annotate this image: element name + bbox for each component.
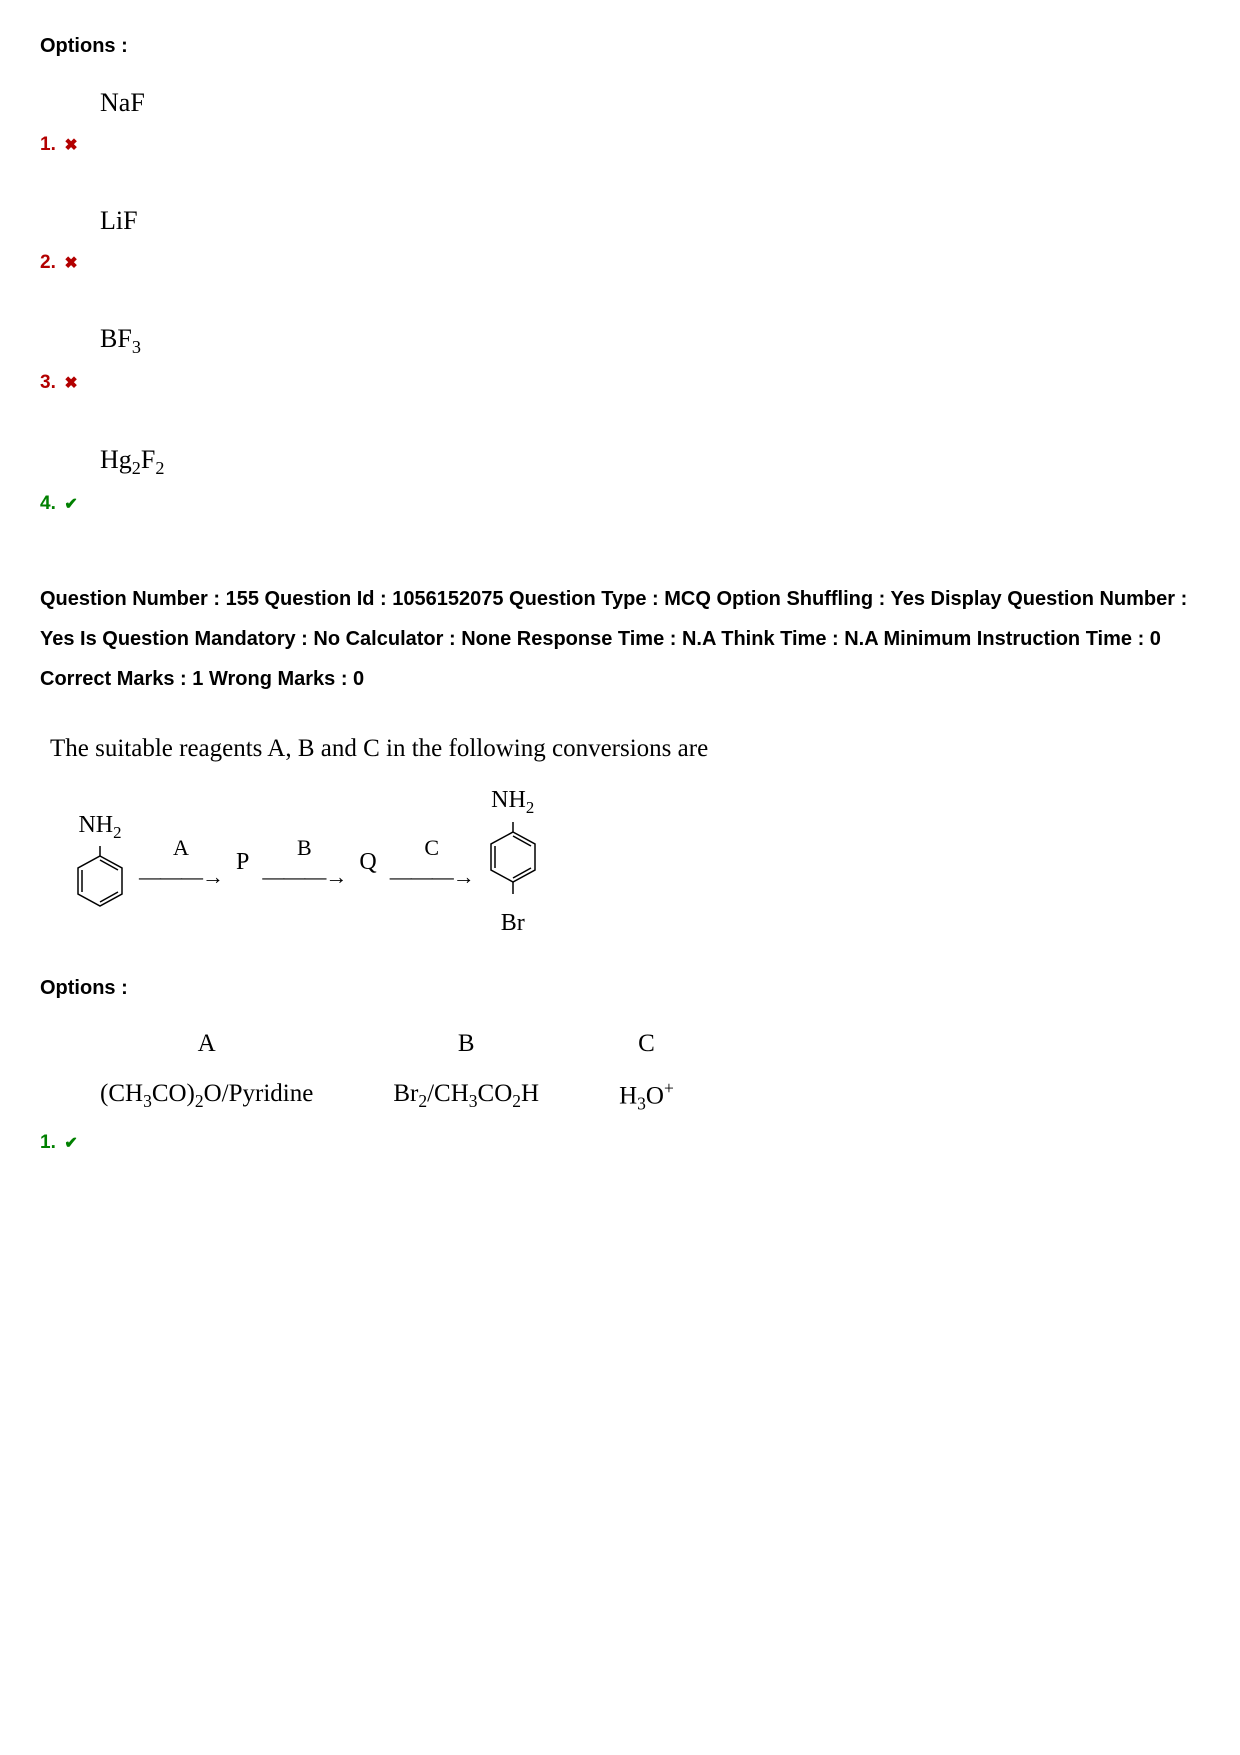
col-header: C xyxy=(638,1024,655,1064)
start-label: NH2 xyxy=(78,806,121,847)
arrow-c: C ———→ xyxy=(387,830,477,894)
question-metadata: Question Number : 155 Question Id : 1056… xyxy=(40,579,1200,699)
col-value: Br2/CH3CO2H xyxy=(393,1074,539,1115)
end-substituent: Br xyxy=(501,904,525,942)
options-heading: Options : xyxy=(40,30,1200,62)
arrow-icon: ———→ xyxy=(390,859,474,894)
answer-col-a: A (CH3CO)2O/Pyridine xyxy=(100,1024,313,1117)
answer-table: A (CH3CO)2O/Pyridine B Br2/CH3CO2H C H3O… xyxy=(100,1024,1200,1117)
wrong-icon: ✖ xyxy=(64,371,77,397)
col-header: A xyxy=(198,1024,216,1064)
reaction-scheme: NH2 A ———→ P B ———→ Q C ———→ xyxy=(70,781,1200,942)
option-number: 2. xyxy=(40,248,56,278)
correct-icon: ✔ xyxy=(64,492,77,518)
wrong-icon: ✖ xyxy=(64,251,77,277)
arrow-icon: ———→ xyxy=(262,859,346,894)
question-body: The suitable reagents A, B and C in the … xyxy=(50,729,1200,942)
option-formula: NaF xyxy=(100,82,1200,124)
benzene-ring-icon xyxy=(70,846,130,918)
option-row: BF3 3. ✖ xyxy=(40,318,1200,399)
option-row: Hg2F2 4. ✔ xyxy=(40,439,1200,520)
col-value: (CH3CO)2O/Pyridine xyxy=(100,1074,313,1115)
intermediate-q: Q xyxy=(359,843,376,881)
option-number: 3. xyxy=(40,368,56,398)
end-label: NH2 xyxy=(491,781,534,822)
options-heading-2: Options : xyxy=(40,972,1200,1004)
correct-icon: ✔ xyxy=(64,1131,77,1157)
option-number: 4. xyxy=(40,489,56,519)
wrong-icon: ✖ xyxy=(64,133,77,159)
option-number: 1. xyxy=(40,1128,56,1158)
option-number: 1. xyxy=(40,130,56,160)
intermediate-p: P xyxy=(236,843,249,881)
col-value: H3O+ xyxy=(619,1074,674,1117)
option-row: NaF 1. ✖ xyxy=(40,82,1200,160)
end-molecule: NH2 Br xyxy=(483,781,543,942)
option-row: LiF 2. ✖ xyxy=(40,200,1200,278)
answer-option-block: A (CH3CO)2O/Pyridine B Br2/CH3CO2H C H3O… xyxy=(40,1024,1200,1158)
meta-line-2: Correct Marks : 1 Wrong Marks : 0 xyxy=(40,659,1200,699)
arrow-icon: ———→ xyxy=(139,859,223,894)
option-formula: LiF xyxy=(100,200,1200,242)
arrow-b: B ———→ xyxy=(259,830,349,894)
col-header: B xyxy=(458,1024,475,1064)
answer-col-b: B Br2/CH3CO2H xyxy=(393,1024,539,1117)
arrow-a: A ———→ xyxy=(136,830,226,894)
option-formula: Hg2F2 xyxy=(100,439,1200,483)
meta-line-1: Question Number : 155 Question Id : 1056… xyxy=(40,579,1200,659)
start-molecule: NH2 xyxy=(70,806,130,919)
question-text: The suitable reagents A, B and C in the … xyxy=(50,729,1200,769)
answer-col-c: C H3O+ xyxy=(619,1024,674,1117)
option-formula: BF3 xyxy=(100,318,1200,362)
prev-options-list: NaF 1. ✖ LiF 2. ✖ BF3 3. ✖ Hg2F2 4. ✔ xyxy=(40,82,1200,519)
benzene-ring-icon xyxy=(483,822,543,904)
